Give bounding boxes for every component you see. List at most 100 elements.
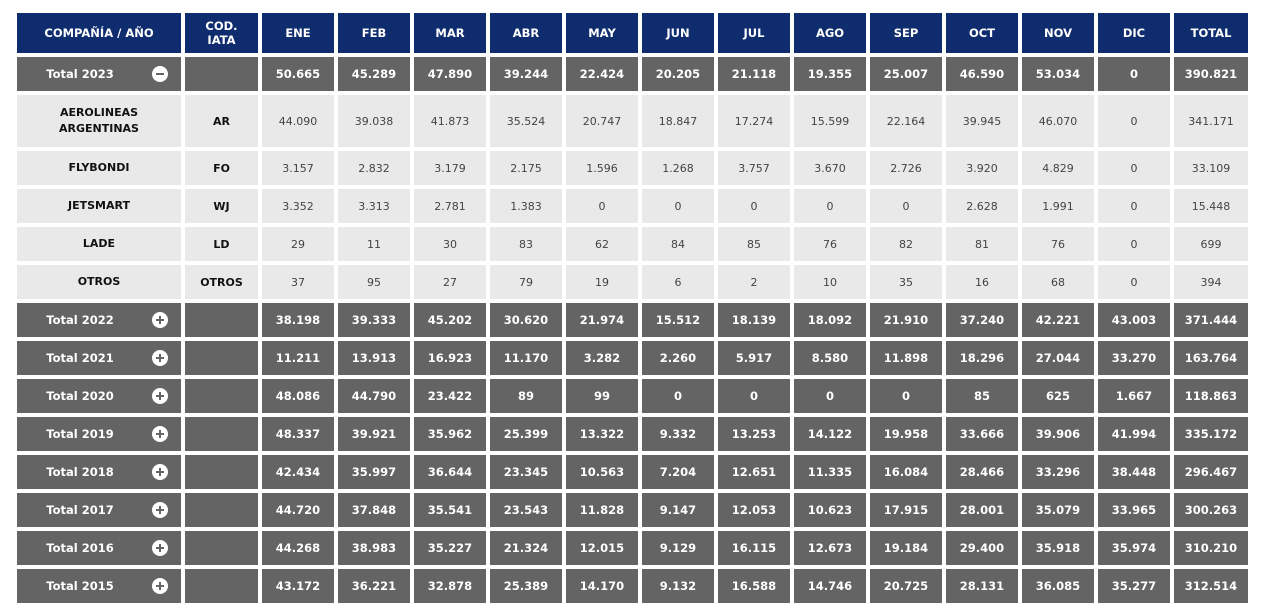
month-value: 35.974 [1098, 531, 1170, 565]
month-value: 0 [870, 189, 942, 223]
month-value: 25.399 [490, 417, 562, 451]
month-value: 30 [414, 227, 486, 261]
month-value: 44.790 [338, 379, 410, 413]
month-value: 46.590 [946, 57, 1018, 91]
month-value: 39.244 [490, 57, 562, 91]
year-total-row[interactable]: Total 2020 48.086 44.790 23.422 89 99 0 0 0 0 85 62… [17, 379, 1248, 413]
airline-iata-code: FO [185, 151, 258, 185]
expand-plus-icon[interactable] [152, 502, 168, 518]
year-total-row[interactable]: Total 2015 43.172 36.221 32.878 25.389 14.170… [17, 569, 1248, 603]
airline-iata-code: OTROS [185, 265, 258, 299]
year-total-label-cell[interactable]: Total 2023 [17, 57, 181, 91]
year-total-row[interactable]: Total 2022 38.198 39.333 45.202 30.620 21.974… [17, 303, 1248, 337]
expand-plus-icon[interactable] [152, 578, 168, 594]
month-value: 13.322 [566, 417, 638, 451]
iata-code-cell-empty [185, 531, 258, 565]
expand-plus-icon[interactable] [152, 350, 168, 366]
header-jul: JUL [718, 13, 790, 53]
month-value: 35.918 [1022, 531, 1094, 565]
month-value: 35.997 [338, 455, 410, 489]
month-value: 3.179 [414, 151, 486, 185]
expand-plus-icon[interactable] [152, 540, 168, 556]
month-value: 22.424 [566, 57, 638, 91]
month-value: 0 [1098, 265, 1170, 299]
airline-total-value: 394 [1174, 265, 1248, 299]
year-total-label-cell[interactable]: Total 2022 [17, 303, 181, 337]
expand-plus-icon[interactable] [152, 312, 168, 328]
year-total-row[interactable]: Total 2016 44.268 38.983 35.227 21.324 12.015… [17, 531, 1248, 565]
year-total-value: 371.444 [1174, 303, 1248, 337]
airline-total-value: 15.448 [1174, 189, 1248, 223]
month-value: 0 [1098, 95, 1170, 147]
month-value: 13.913 [338, 341, 410, 375]
expand-plus-icon[interactable] [152, 388, 168, 404]
month-value: 10.563 [566, 455, 638, 489]
year-total-label: Total 2019 [46, 427, 114, 441]
year-total-label-cell[interactable]: Total 2016 [17, 531, 181, 565]
month-value: 20.205 [642, 57, 714, 91]
month-value: 33.965 [1098, 493, 1170, 527]
month-value: 2.726 [870, 151, 942, 185]
month-value: 39.333 [338, 303, 410, 337]
year-total-row[interactable]: Total 2019 48.337 39.921 35.962 25.399 13.322… [17, 417, 1248, 451]
iata-code-cell-empty [185, 417, 258, 451]
airline-row: JETSMART WJ 3.352 3.313 2.781 1.383 0 0 0 0 0 2.628… [17, 189, 1248, 223]
month-value: 2.175 [490, 151, 562, 185]
month-value: 85 [946, 379, 1018, 413]
month-value: 14.122 [794, 417, 866, 451]
year-total-label: Total 2017 [46, 503, 114, 517]
month-value: 39.038 [338, 95, 410, 147]
iata-code-cell-empty [185, 57, 258, 91]
expand-plus-icon[interactable] [152, 426, 168, 442]
month-value: 13.253 [718, 417, 790, 451]
month-value: 12.673 [794, 531, 866, 565]
month-value: 19.958 [870, 417, 942, 451]
year-total-label-cell[interactable]: Total 2021 [17, 341, 181, 375]
year-total-label: Total 2023 [46, 67, 114, 81]
month-value: 68 [1022, 265, 1094, 299]
month-value: 37.240 [946, 303, 1018, 337]
month-value: 0 [1098, 151, 1170, 185]
year-total-value: 163.764 [1174, 341, 1248, 375]
month-value: 15.512 [642, 303, 714, 337]
table-body: Total 2023 50.665 45.289 47.890 39.244 22.424… [17, 57, 1248, 603]
year-total-row[interactable]: Total 2018 42.434 35.997 36.644 23.345 10.563… [17, 455, 1248, 489]
month-value: 27.044 [1022, 341, 1094, 375]
year-total-row[interactable]: Total 2023 50.665 45.289 47.890 39.244 22.424… [17, 57, 1248, 91]
year-total-row[interactable]: Total 2021 11.211 13.913 16.923 11.170 3.282 2… [17, 341, 1248, 375]
month-value: 62 [566, 227, 638, 261]
month-value: 2 [718, 265, 790, 299]
year-total-row[interactable]: Total 2017 44.720 37.848 35.541 23.543 11.828… [17, 493, 1248, 527]
year-total-label-cell[interactable]: Total 2018 [17, 455, 181, 489]
month-value: 76 [1022, 227, 1094, 261]
airline-row: OTROS OTROS 37 95 27 79 19 6 2 10 35 16 68 0 394 [17, 265, 1248, 299]
month-value: 33.270 [1098, 341, 1170, 375]
month-value: 48.086 [262, 379, 334, 413]
header-oct: OCT [946, 13, 1018, 53]
month-value: 33.296 [1022, 455, 1094, 489]
airline-name: AEROLINEAS ARGENTINAS [17, 95, 181, 147]
month-value: 43.172 [262, 569, 334, 603]
month-value: 4.829 [1022, 151, 1094, 185]
year-total-value: 118.863 [1174, 379, 1248, 413]
collapse-minus-icon[interactable] [152, 66, 168, 82]
month-value: 18.092 [794, 303, 866, 337]
year-total-value: 312.514 [1174, 569, 1248, 603]
year-total-label-cell[interactable]: Total 2017 [17, 493, 181, 527]
year-total-label-cell[interactable]: Total 2020 [17, 379, 181, 413]
month-value: 38.983 [338, 531, 410, 565]
month-value: 3.352 [262, 189, 334, 223]
year-total-label-cell[interactable]: Total 2019 [17, 417, 181, 451]
month-value: 35.962 [414, 417, 486, 451]
month-value: 79 [490, 265, 562, 299]
expand-plus-icon[interactable] [152, 464, 168, 480]
year-total-label-cell[interactable]: Total 2015 [17, 569, 181, 603]
airline-row: LADE LD 29 11 30 83 62 84 85 76 82 81 76 0 699 [17, 227, 1248, 261]
month-value: 83 [490, 227, 562, 261]
month-value: 41.994 [1098, 417, 1170, 451]
header-dic: DIC [1098, 13, 1170, 53]
month-value: 0 [718, 189, 790, 223]
month-value: 1.991 [1022, 189, 1094, 223]
month-value: 19.355 [794, 57, 866, 91]
month-value: 19.184 [870, 531, 942, 565]
